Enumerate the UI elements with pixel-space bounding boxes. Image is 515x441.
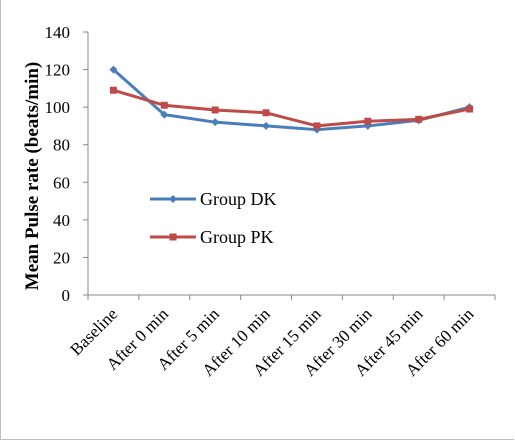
data-point	[109, 86, 117, 94]
y-axis-label: Mean Pulse rate (beats/min)	[22, 62, 43, 290]
data-point	[109, 65, 118, 74]
series-layer	[109, 65, 474, 134]
series-line	[113, 88, 470, 128]
data-point	[160, 101, 168, 109]
y-tick-label: 0	[62, 286, 71, 305]
data-point	[415, 115, 423, 123]
series-1	[109, 65, 474, 134]
data-point	[466, 105, 474, 113]
data-point	[160, 110, 169, 119]
data-point	[211, 106, 219, 114]
data-point	[364, 117, 372, 125]
data-point	[262, 109, 270, 117]
legend-item: Group PK	[150, 227, 274, 247]
series-line	[112, 68, 470, 132]
legend-label: Group DK	[200, 189, 277, 209]
y-tick-label: 100	[45, 98, 71, 117]
legend-label: Group PK	[200, 227, 274, 247]
data-point	[313, 122, 321, 130]
legend: Group DK Group PK	[150, 189, 277, 247]
series-2	[109, 86, 474, 130]
legend-marker	[169, 195, 177, 203]
data-point	[211, 118, 220, 127]
y-tick-label: 140	[45, 23, 71, 42]
legend-marker	[169, 233, 177, 241]
axes	[83, 31, 496, 300]
legend-item: Group DK	[150, 189, 277, 209]
y-tick-label: 20	[53, 248, 70, 267]
y-tick-label: 40	[53, 211, 70, 230]
y-tick-label: 80	[53, 136, 70, 155]
y-tick-labels: 0 20 40 60 80 100 120 140	[45, 23, 71, 305]
y-tick-label: 120	[45, 61, 71, 80]
data-point	[262, 121, 271, 130]
y-tick-label: 60	[53, 173, 70, 192]
